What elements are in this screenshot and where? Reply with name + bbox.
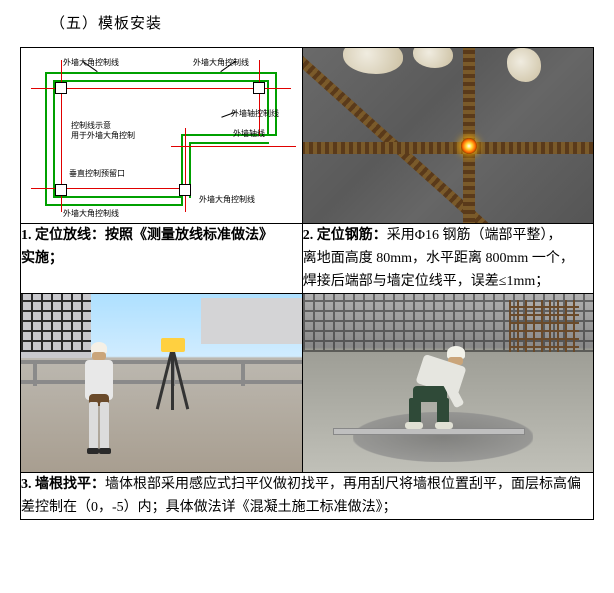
rebar-photo xyxy=(303,48,593,223)
caption-2: 2. 定位钢筋：采用Φ16 钢筋（端部平整）， 离地面高度 80mm，水平距离 … xyxy=(302,224,593,294)
worker-photo-1 xyxy=(21,294,302,472)
worker-photo-2 xyxy=(303,294,593,472)
caption-1: 1. 定位放线：按照《测量放线标准做法》 实施； xyxy=(21,224,303,294)
content-table: 外墙大角控制线 外墙大角控制线 外墙大角控制线 外墙大角控制线 外墙轴控制线 外… xyxy=(20,47,594,520)
caption-3: 3. 墙根找平：墙体根部采用感应式扫平仪做初找平，再用刮尺将墙根位置刮平，面层标… xyxy=(21,473,594,520)
cad-diagram: 外墙大角控制线 外墙大角控制线 外墙大角控制线 外墙大角控制线 外墙轴控制线 外… xyxy=(21,48,302,223)
section-title: （五）模板安装 xyxy=(50,12,594,33)
